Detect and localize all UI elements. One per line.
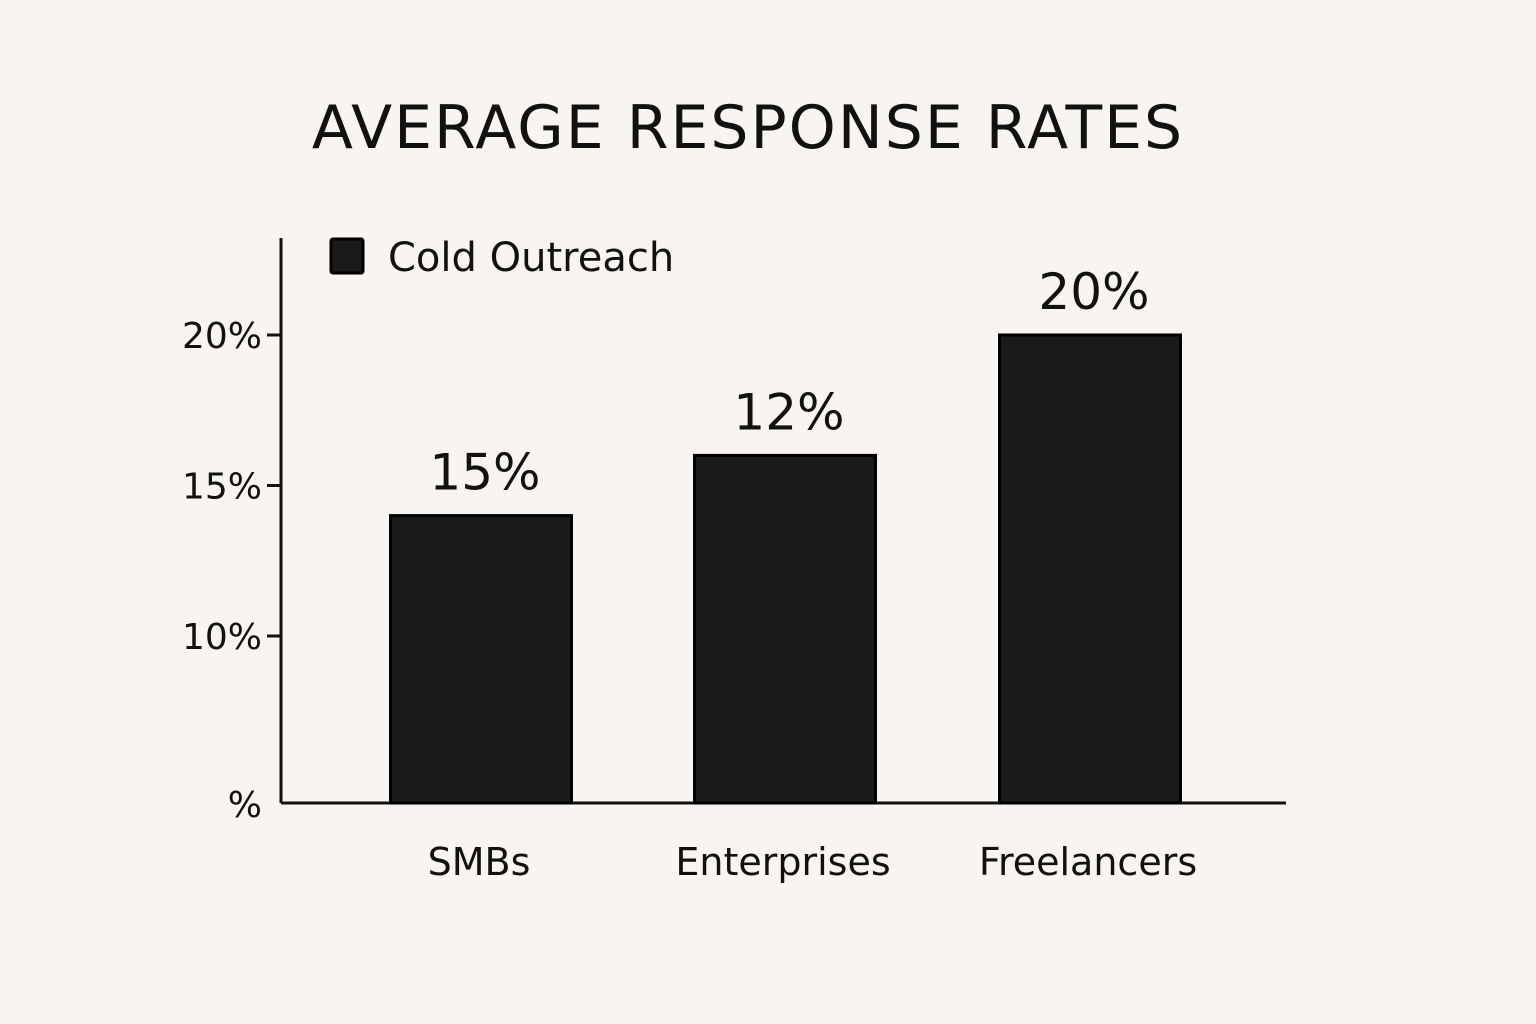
y-tick-label: %: [228, 785, 262, 826]
y-tick-label: 10%: [182, 617, 262, 658]
chart-title: AVERAGE RESPONSE RATES: [312, 93, 1184, 163]
bar-enterprises: [693, 453, 877, 805]
y-axis-ticks: 20% 15% 10%%: [182, 316, 281, 826]
value-labels: 15% 12% 20%: [429, 263, 1149, 502]
bar-smbs: [389, 514, 573, 805]
category-label-enterprises: Enterprises: [675, 840, 890, 884]
data-label-freelancers: 20%: [1038, 263, 1149, 321]
y-tick-label: 20%: [182, 316, 262, 357]
category-labels: SMBs Enterprises Freelancers: [428, 840, 1198, 884]
data-label-enterprises: 12%: [733, 383, 844, 441]
data-label-smbs: 15%: [429, 444, 540, 502]
bar-freelancers: [998, 333, 1182, 805]
category-label-freelancers: Freelancers: [979, 840, 1197, 884]
legend-swatch: [329, 237, 365, 275]
legend-label: Cold Outreach: [388, 235, 674, 281]
y-tick-label: 15%: [182, 467, 262, 508]
bars: [389, 333, 1182, 805]
category-label-smbs: SMBs: [428, 840, 531, 884]
